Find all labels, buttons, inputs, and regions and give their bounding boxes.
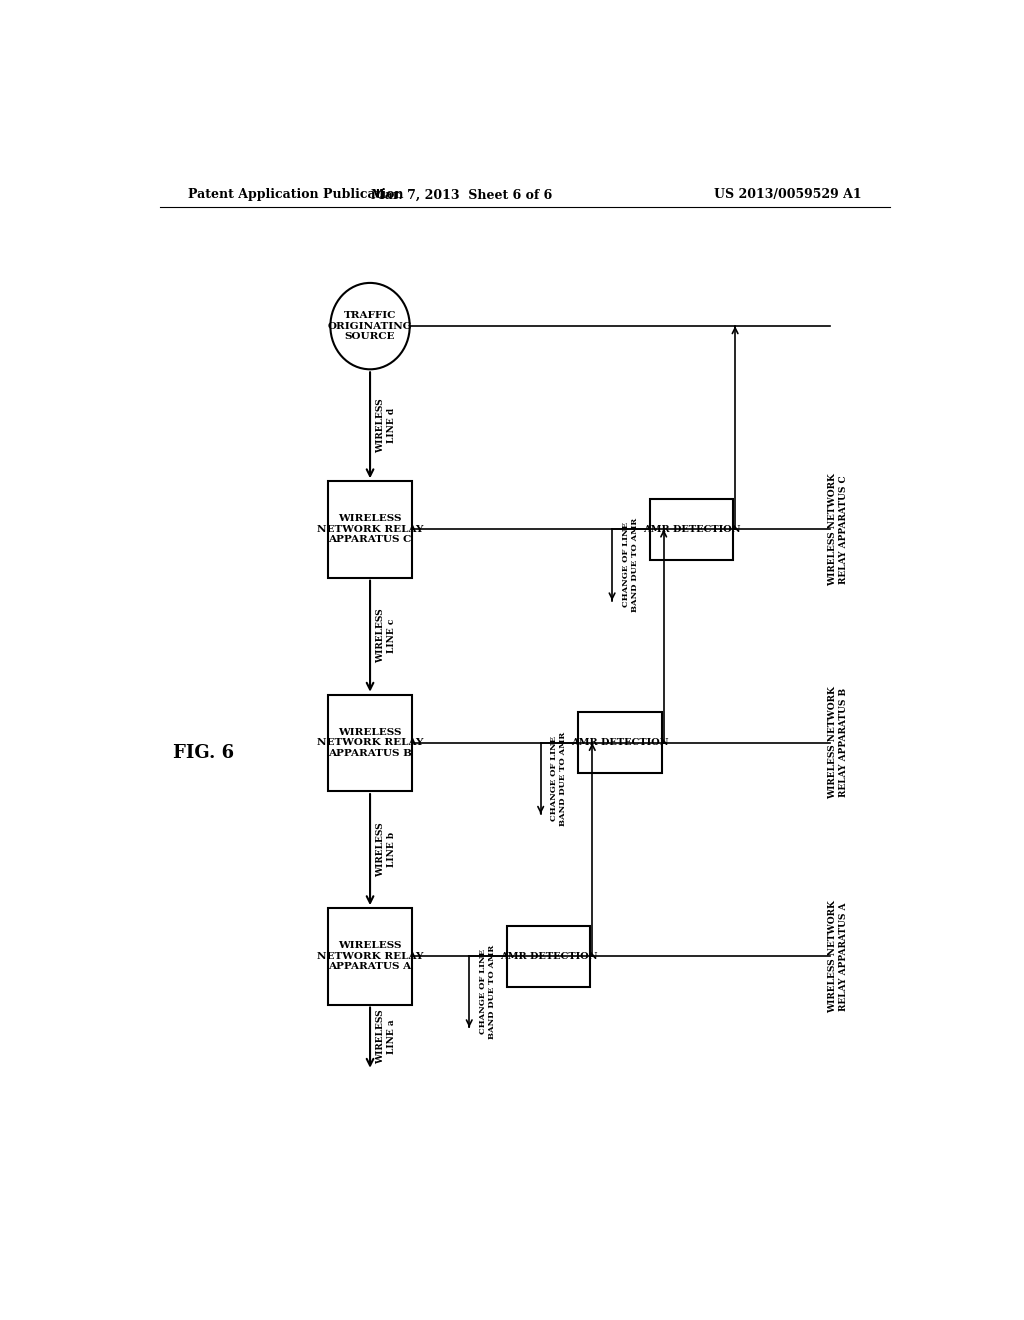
Text: Mar. 7, 2013  Sheet 6 of 6: Mar. 7, 2013 Sheet 6 of 6	[371, 189, 552, 202]
Text: CHANGE OF LINE
BAND DUE TO AMR: CHANGE OF LINE BAND DUE TO AMR	[479, 945, 496, 1039]
Text: WIRELESS
LINE a: WIRELESS LINE a	[377, 1010, 396, 1064]
Text: WIRELESS NETWORK
RELAY APPARATUS A: WIRELESS NETWORK RELAY APPARATUS A	[828, 900, 848, 1012]
Text: CHANGE OF LINE
BAND DUE TO AMR: CHANGE OF LINE BAND DUE TO AMR	[622, 517, 639, 612]
Text: US 2013/0059529 A1: US 2013/0059529 A1	[715, 189, 862, 202]
Text: WIRELESS
LINE c: WIRELESS LINE c	[377, 609, 396, 664]
Text: AMR DETECTION: AMR DETECTION	[643, 525, 740, 533]
Text: CHANGE OF LINE
BAND DUE TO AMR: CHANGE OF LINE BAND DUE TO AMR	[550, 731, 567, 825]
Text: TRAFFIC
ORIGINATING
SOURCE: TRAFFIC ORIGINATING SOURCE	[328, 312, 413, 341]
Text: AMR DETECTION: AMR DETECTION	[500, 952, 597, 961]
Text: FIG. 6: FIG. 6	[173, 744, 233, 762]
Text: WIRELESS
NETWORK RELAY
APPARATUS B: WIRELESS NETWORK RELAY APPARATUS B	[316, 727, 423, 758]
Text: Patent Application Publication: Patent Application Publication	[187, 189, 403, 202]
Text: AMR DETECTION: AMR DETECTION	[571, 738, 669, 747]
Text: WIRELESS
LINE d: WIRELESS LINE d	[377, 397, 396, 453]
Text: WIRELESS NETWORK
RELAY APPARATUS B: WIRELESS NETWORK RELAY APPARATUS B	[828, 686, 848, 800]
Text: WIRELESS
NETWORK RELAY
APPARATUS A: WIRELESS NETWORK RELAY APPARATUS A	[316, 941, 423, 972]
Text: WIRELESS
NETWORK RELAY
APPARATUS C: WIRELESS NETWORK RELAY APPARATUS C	[316, 515, 423, 544]
Text: WIRELESS NETWORK
RELAY APPARATUS C: WIRELESS NETWORK RELAY APPARATUS C	[828, 473, 848, 586]
Text: WIRELESS
LINE b: WIRELESS LINE b	[377, 822, 396, 876]
